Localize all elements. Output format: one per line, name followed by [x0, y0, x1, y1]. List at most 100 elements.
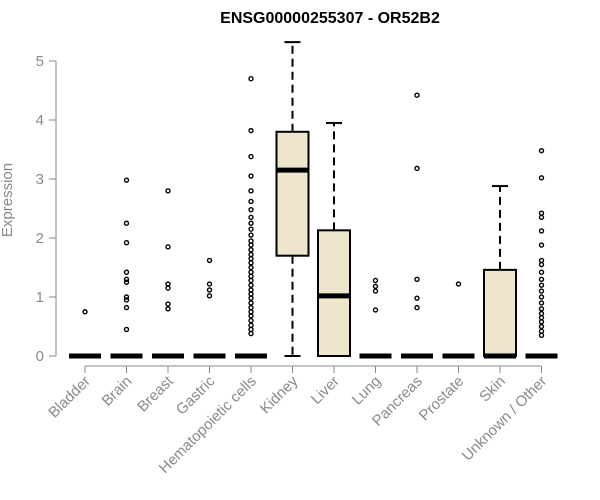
outlier-point	[248, 153, 254, 160]
outlier-point	[248, 247, 254, 253]
outlier-point	[248, 242, 254, 248]
outlier-point	[248, 255, 254, 262]
outlier-point	[538, 294, 545, 300]
outlier-point	[372, 307, 379, 313]
x-tick-label: Breast	[134, 372, 177, 415]
box-group	[275, 41, 310, 357]
outlier-point	[538, 261, 545, 268]
outlier-point	[248, 206, 254, 213]
box-group	[359, 277, 392, 359]
y-tick-label: 3	[36, 171, 44, 188]
outlier-point	[414, 304, 420, 311]
outlier-point	[248, 291, 254, 297]
outlier-point	[248, 251, 254, 258]
box-group	[193, 257, 226, 359]
outlier-point	[123, 326, 130, 333]
outlier-point	[82, 309, 88, 315]
outlier-point	[414, 276, 420, 282]
outlier-point	[248, 282, 254, 288]
outlier-point	[123, 304, 130, 311]
outlier-point	[538, 228, 545, 234]
outlier-point	[165, 285, 171, 291]
y-tick-label: 0	[36, 348, 44, 365]
x-tick-label: Lung	[349, 373, 385, 409]
outlier-point	[372, 288, 379, 294]
outlier-point	[248, 322, 254, 329]
outlier-point	[455, 281, 462, 287]
outlier-point	[206, 287, 213, 293]
outlier-point	[123, 269, 130, 275]
outlier-point	[248, 173, 254, 179]
outlier-point	[538, 314, 545, 321]
outlier-point	[414, 165, 420, 172]
outlier-point	[538, 242, 545, 248]
outlier-point	[538, 310, 545, 317]
outlier-point	[248, 238, 254, 244]
box-body	[317, 229, 351, 357]
outlier-point	[165, 244, 171, 250]
outlier-point	[123, 297, 130, 303]
outlier-point	[248, 277, 254, 284]
outlier-point	[206, 293, 213, 299]
outlier-point	[248, 127, 254, 134]
outlier-point	[538, 332, 545, 339]
outlier-point	[248, 188, 254, 194]
outlier-point	[414, 295, 420, 301]
outlier-point	[538, 306, 545, 312]
outlier-point	[538, 269, 545, 275]
outlier-point	[248, 330, 254, 337]
outlier-point	[248, 326, 254, 333]
box-body	[483, 268, 517, 357]
outlier-point	[538, 328, 545, 334]
x-tick-label: Kidney	[257, 372, 302, 417]
outlier-point	[372, 277, 379, 284]
y-tick-label: 5	[36, 53, 44, 70]
outlier-point	[248, 220, 254, 226]
chart-title: ENSG00000255307 - OR52B2	[220, 10, 440, 27]
outlier-point	[372, 283, 379, 290]
outlier-point	[165, 306, 171, 312]
x-tick-label: Prostate	[416, 373, 468, 425]
outlier-point	[248, 226, 254, 232]
y-tick-label: 1	[36, 289, 44, 306]
outlier-point	[165, 301, 171, 307]
outlier-point	[248, 304, 254, 311]
box-series	[69, 41, 558, 359]
y-axis-label: Expression	[0, 163, 16, 237]
outlier-point	[538, 214, 545, 221]
outlier-point	[248, 232, 254, 238]
box-group	[152, 188, 184, 359]
x-tick-label: Brain	[99, 373, 136, 410]
outlier-point	[123, 279, 130, 285]
outlier-point	[538, 175, 545, 181]
outlier-point	[538, 282, 545, 288]
outlier-point	[538, 257, 545, 264]
outlier-point	[538, 323, 545, 330]
box-group	[483, 185, 517, 359]
outlier-point	[123, 276, 130, 282]
x-tick-label: Skin	[476, 373, 509, 406]
outlier-point	[206, 281, 213, 287]
outlier-point	[538, 147, 545, 154]
y-tick-label: 4	[36, 112, 44, 129]
y-tick-label: 2	[36, 230, 44, 247]
box-body	[275, 130, 310, 257]
outlier-point	[414, 92, 420, 98]
outlier-point	[248, 260, 254, 266]
outlier-point	[248, 295, 254, 301]
outlier-point	[538, 288, 545, 294]
outlier-point	[248, 309, 254, 315]
outlier-point	[538, 276, 545, 282]
outlier-point	[123, 220, 130, 226]
outlier-point	[248, 198, 254, 205]
x-tick-label: Bladder	[45, 373, 94, 422]
x-tick-label: Liver	[308, 373, 343, 408]
box-group	[442, 281, 475, 359]
outlier-point	[248, 214, 254, 221]
outlier-point	[248, 273, 254, 280]
outlier-point	[248, 287, 254, 293]
box-group	[69, 309, 101, 359]
box-group	[110, 177, 143, 359]
